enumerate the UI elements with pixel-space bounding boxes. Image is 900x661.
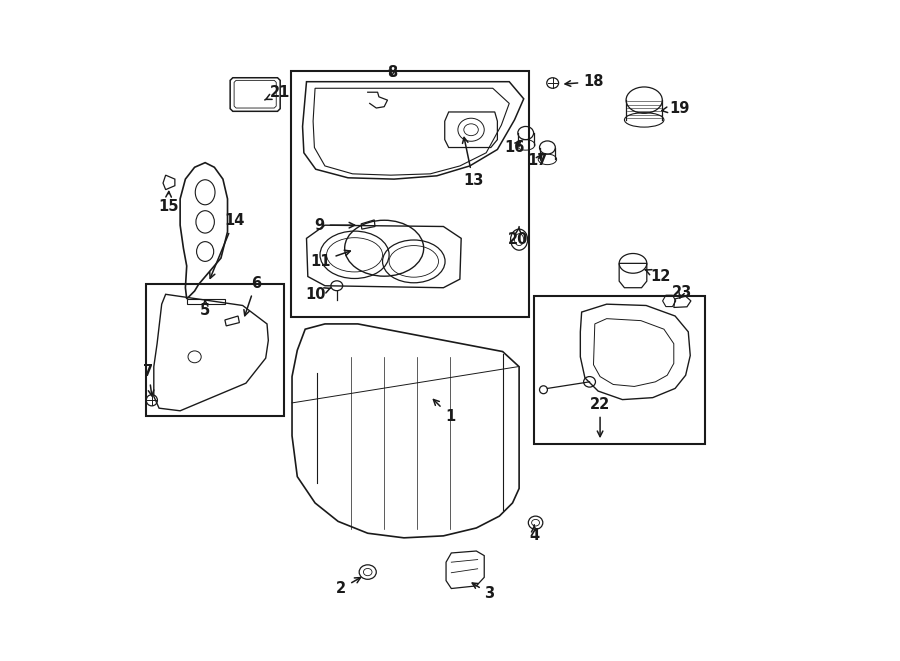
Text: 23: 23 xyxy=(671,285,692,300)
Text: 5: 5 xyxy=(200,300,211,318)
Text: 14: 14 xyxy=(210,213,244,278)
Text: 2: 2 xyxy=(337,578,361,596)
Text: 11: 11 xyxy=(310,251,350,269)
Text: 17: 17 xyxy=(527,153,548,168)
Bar xyxy=(535,295,706,444)
Text: 15: 15 xyxy=(158,192,178,214)
Text: 6: 6 xyxy=(244,276,261,316)
Text: 10: 10 xyxy=(305,287,331,302)
Text: 19: 19 xyxy=(662,100,689,116)
Text: 20: 20 xyxy=(508,227,528,247)
Text: 9: 9 xyxy=(315,217,355,233)
Text: 16: 16 xyxy=(504,140,525,155)
Text: 4: 4 xyxy=(529,525,539,543)
Text: 22: 22 xyxy=(590,397,610,437)
Text: 1: 1 xyxy=(434,399,455,424)
Text: 21: 21 xyxy=(265,85,291,100)
Text: 18: 18 xyxy=(565,74,604,89)
Text: 3: 3 xyxy=(472,583,495,602)
Text: 13: 13 xyxy=(463,137,483,188)
Text: 7: 7 xyxy=(143,364,154,396)
Text: 8: 8 xyxy=(387,65,397,80)
Bar xyxy=(291,71,529,317)
Bar xyxy=(146,284,284,416)
Text: 12: 12 xyxy=(645,269,670,284)
